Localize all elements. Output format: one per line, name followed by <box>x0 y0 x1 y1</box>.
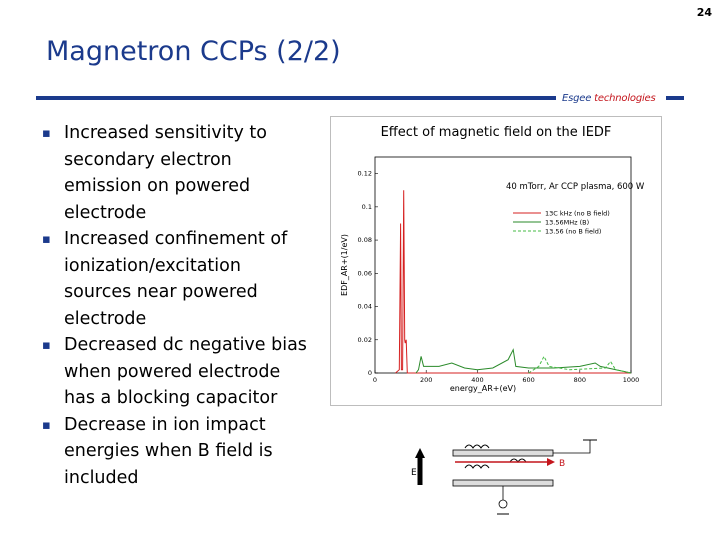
bullet-item: ▪ Increased confinement of ionization/exc… <box>38 226 318 332</box>
bullet-list: ▪ Increased sensitivity to secondary elec… <box>38 120 318 491</box>
e-field-arrowhead-icon <box>415 448 425 458</box>
y-tick-label: 0.06 <box>358 269 372 277</box>
bullet-item: ▪ Decreased dc negative bias when powered… <box>38 332 318 412</box>
series-line <box>395 190 631 374</box>
bullet-item: ▪ Decrease in ion impact energies when B … <box>38 412 318 492</box>
series-line <box>528 355 632 374</box>
square-bullet-icon: ▪ <box>42 338 51 353</box>
figure-title: Effect of magnetic field on the IEDF <box>380 125 612 140</box>
x-tick-label: 1000 <box>623 376 640 384</box>
iedf-chart: 0 200 400 600 800 1000 0 0.02 0.04 0.06 0.08 0.1 0.1… <box>340 156 645 393</box>
y-tick-label: 0.02 <box>358 336 372 344</box>
y-tick-label: 0.08 <box>358 236 372 244</box>
legend-entry: 13.56MHz (B) <box>545 219 589 227</box>
slide-title: Magnetron CCPs (2/2) <box>46 36 341 67</box>
magnet-coil-icon <box>464 444 490 449</box>
bullet-item: ▪ Increased sensitivity to secondary elec… <box>38 120 318 226</box>
series-line <box>415 348 632 374</box>
iedf-figure: Effect of magnetic field on the IEDF 0 20… <box>330 116 662 406</box>
brand-name: Esgee <box>562 93 592 104</box>
y-tick-label: 0.04 <box>358 303 372 311</box>
title-rule-right <box>666 96 684 100</box>
b-field-arrowhead-icon <box>547 458 555 466</box>
x-tick-label: 800 <box>574 376 586 384</box>
legend-entry: 13.56 (no B field) <box>545 228 601 236</box>
x-axis-label: energy_AR+(eV) <box>450 384 516 393</box>
x-tick-label: 400 <box>471 376 483 384</box>
title-rule-left <box>36 96 556 100</box>
brand-logo: Esgee technologies <box>562 93 656 104</box>
square-bullet-icon: ▪ <box>42 126 51 141</box>
slide-number: 24 <box>696 6 712 19</box>
y-axis-label: EDF_AR+(1/eV) <box>340 234 349 296</box>
y-tick-label: 0.1 <box>362 203 372 211</box>
x-tick-label: 0 <box>373 376 377 384</box>
e-label: E <box>411 468 417 478</box>
y-tick-label: 0 <box>368 369 372 377</box>
square-bullet-icon: ▪ <box>42 417 51 433</box>
bullet-text: Decrease in ion impact energies when B fi… <box>64 414 273 488</box>
rf-source-icon <box>498 499 508 509</box>
bullet-text: Increased confinement of ionization/excit… <box>64 229 288 329</box>
square-bullet-icon: ▪ <box>42 232 51 247</box>
x-tick-label: 200 <box>420 376 432 384</box>
magnetron-diagram: E B <box>411 439 597 515</box>
magnet-coil-icon <box>464 464 490 469</box>
b-label: B <box>559 459 565 469</box>
legend-entry: 13C kHz (no B field) <box>545 210 610 218</box>
y-tick-label: 0.12 <box>358 170 372 178</box>
powered-electrode <box>452 479 554 487</box>
chart-annotation: 40 mTorr, Ar CCP plasma, 600 W <box>506 182 645 192</box>
top-electrode <box>452 449 554 457</box>
x-tick-label: 600 <box>522 376 534 384</box>
brand-suffix: technologies <box>594 93 656 104</box>
bullet-text: Decreased dc negative bias when powered e… <box>64 335 307 408</box>
ground-wire <box>553 440 591 454</box>
bullet-text: Increased sensitivity to secondary electr… <box>64 123 267 223</box>
